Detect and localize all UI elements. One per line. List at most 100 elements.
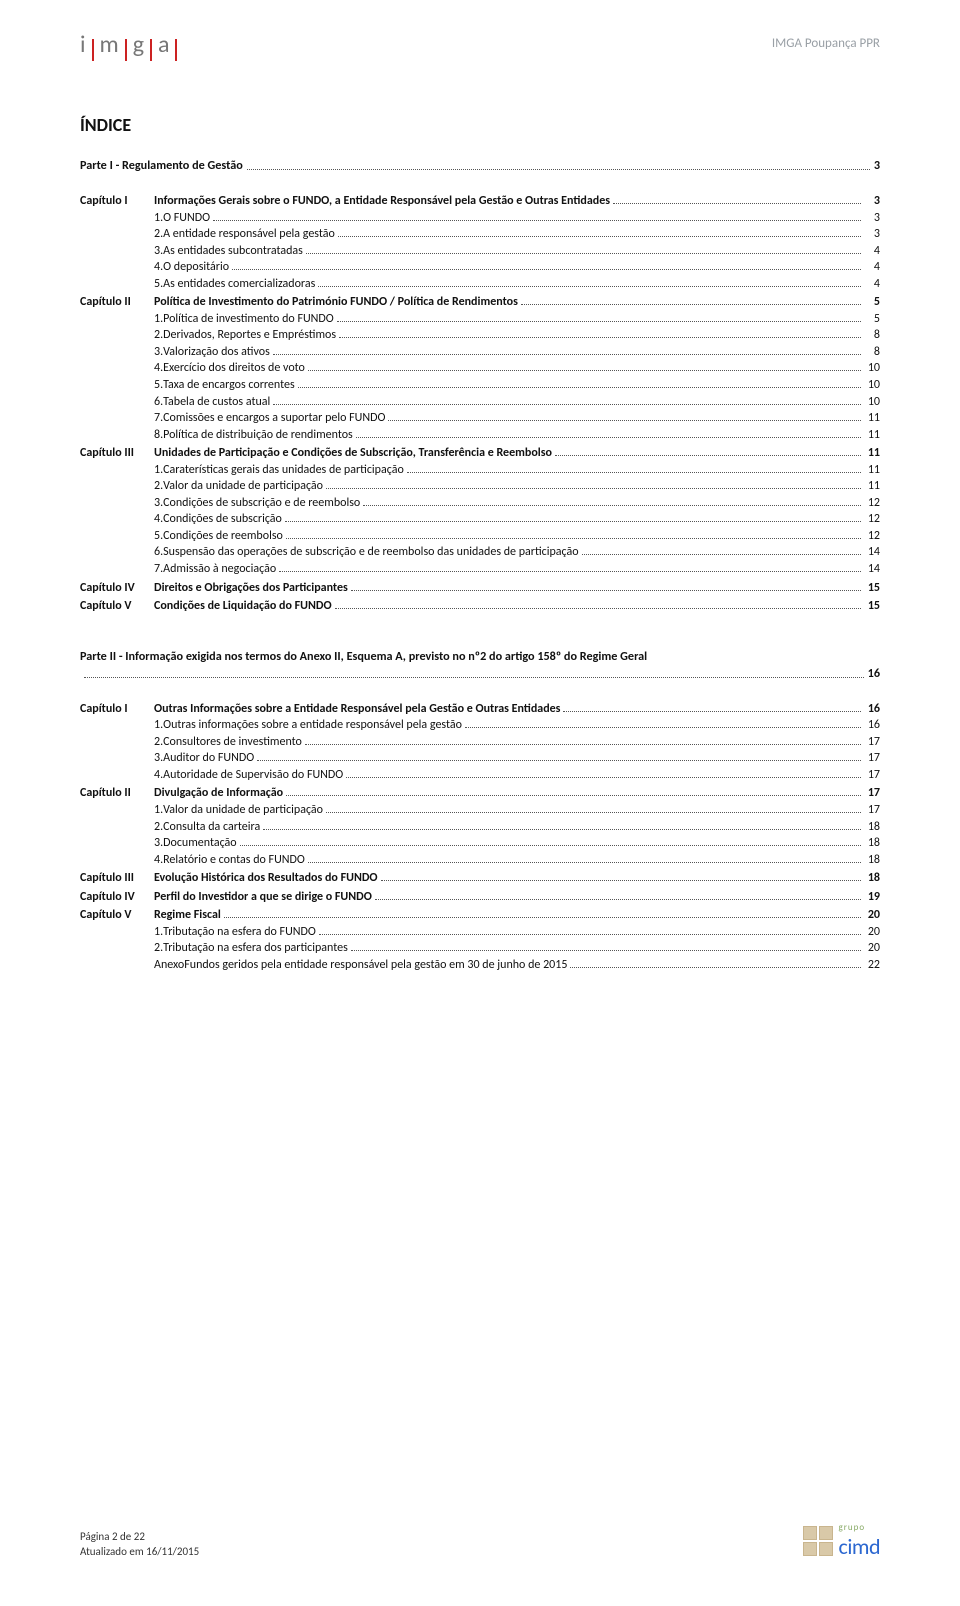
toc-leader-dots [286, 538, 861, 539]
toc-page-number: 11 [864, 462, 880, 479]
toc-item-title: Derivados, Reportes e Empréstimos [163, 327, 336, 344]
toc-leader-dots [257, 760, 861, 761]
toc-item-title: Caraterísticas gerais das unidades de pa… [163, 462, 404, 479]
toc-page-number: 18 [864, 870, 880, 887]
toc-chapter-row: Capítulo VRegime Fiscal20 [80, 907, 880, 924]
toc-part-head: Parte II - Informação exigida nos termos… [80, 649, 880, 664]
brand-wordmark: grupo cimd [839, 1522, 880, 1560]
toc-page-number: 17 [864, 734, 880, 751]
toc-item-number: 1. [80, 210, 163, 227]
logo-separator [175, 39, 177, 61]
toc-item-number: 4. [80, 767, 163, 784]
toc-page-number: 20 [864, 924, 880, 941]
toc-item-title: Divulgação de Informação [154, 785, 283, 802]
toc-leader-dots [326, 812, 861, 813]
toc-chapter-number: Capítulo IV [80, 889, 154, 906]
toc-subitem-row: 1.Tributação na esfera do FUNDO20 [80, 924, 880, 941]
toc-item-title: Outras Informações sobre a Entidade Resp… [154, 701, 560, 718]
toc-part-2: Capítulo IOutras Informações sobre a Ent… [80, 701, 880, 974]
toc-item-number: 3. [80, 495, 163, 512]
toc-page-number: 3 [874, 158, 880, 173]
toc-page-number: 20 [864, 907, 880, 924]
toc-subitem-row: 1.Caraterísticas gerais das unidades de … [80, 462, 880, 479]
toc-item-title: Outras informações sobre a entidade resp… [163, 717, 462, 734]
toc-item-title: Condições de subscrição [163, 511, 282, 528]
toc-page-number: 10 [864, 377, 880, 394]
toc-chapter-row: Capítulo IIIEvolução Histórica dos Resul… [80, 870, 880, 887]
toc-leader-dots [263, 829, 861, 830]
toc-chapter-number: Capítulo IV [80, 580, 154, 597]
toc-item-number: 2. [80, 327, 163, 344]
page-title: ÍNDICE [80, 114, 880, 136]
logo-separator [125, 39, 127, 61]
toc-part-label: Parte II - Informação exigida nos termos… [80, 649, 647, 664]
toc-chapter-number: Capítulo III [80, 445, 154, 462]
toc-leader-dots [363, 505, 861, 506]
toc-item-number: 3. [80, 243, 163, 260]
toc-chapter-row: Capítulo IIPolítica de Investimento do P… [80, 294, 880, 311]
toc-page-number: 12 [864, 528, 880, 545]
toc-page-number: 5 [864, 294, 880, 311]
toc-page-number: 3 [864, 226, 880, 243]
toc-item-title: Condições de Liquidação do FUNDO [154, 598, 332, 615]
logo-letter: g [133, 30, 144, 59]
toc-item-number: 5. [80, 377, 163, 394]
toc-subitem-row: 3.As entidades subcontratadas4 [80, 243, 880, 260]
toc-leader-dots [407, 472, 861, 473]
toc-item-title: Perfil do Investidor a que se dirige o F… [154, 889, 372, 906]
toc-subitem-row: 1.O FUNDO3 [80, 210, 880, 227]
footer-updated-date: Atualizado em 16/11/2015 [80, 1545, 199, 1560]
toc-page-number: 10 [864, 394, 880, 411]
toc-item-number: 7. [80, 561, 163, 578]
toc-item-title: Auditor do FUNDO [163, 750, 254, 767]
toc-leader-dots [351, 950, 861, 951]
toc-item-title: Documentação [163, 835, 237, 852]
brand-grid-icon [803, 1526, 833, 1556]
toc-subitem-row: 4.O depositário4 [80, 259, 880, 276]
page-footer: Página 2 de 22 Atualizado em 16/11/2015 … [80, 1522, 880, 1560]
toc-leader-dots [381, 880, 861, 881]
logo-letter: i [80, 30, 86, 59]
toc-leader-dots [326, 488, 861, 489]
toc-item-number: 2. [80, 734, 163, 751]
logo-letter: a [158, 30, 170, 59]
brand-name: cimd [839, 1533, 880, 1560]
toc-item-title: O depositário [163, 259, 229, 276]
toc-subitem-row: AnexoFundos geridos pela entidade respon… [80, 957, 880, 974]
toc-leader-dots [582, 554, 861, 555]
toc-leader-dots [279, 571, 861, 572]
toc-item-number: 3. [80, 344, 163, 361]
toc-subitem-row: 3.Valorização dos ativos8 [80, 344, 880, 361]
toc-subitem-row: 5.Condições de reembolso12 [80, 528, 880, 545]
toc-page-number: 10 [864, 360, 880, 377]
toc-item-title: Condições de subscrição e de reembolso [163, 495, 360, 512]
toc-item-number: 2. [80, 819, 163, 836]
toc-page-number: 11 [864, 478, 880, 495]
toc-chapter-number: Capítulo V [80, 907, 154, 924]
toc-leader-dots [338, 236, 861, 237]
toc-subitem-row: 5.Taxa de encargos correntes10 [80, 377, 880, 394]
toc-subitem-row: 2.Consultores de investimento17 [80, 734, 880, 751]
toc-chapter-row: Capítulo IIIUnidades de Participação e C… [80, 445, 880, 462]
toc-subitem-row: 2.Consulta da carteira18 [80, 819, 880, 836]
toc-leader-dots [232, 269, 861, 270]
toc-item-number: 5. [80, 528, 163, 545]
toc-item-number: 2. [80, 226, 163, 243]
toc-item-number: 6. [80, 544, 163, 561]
toc-item-number: 1. [80, 717, 163, 734]
toc-item-title: A entidade responsável pela gestão [163, 226, 335, 243]
logo: i m g a [80, 30, 183, 59]
toc-item-number: 4. [80, 259, 163, 276]
toc-item-title: Comissões e encargos a suportar pelo FUN… [163, 410, 385, 427]
toc-item-title: Suspensão das operações de subscrição e … [163, 544, 578, 561]
toc-chapter-number: Capítulo III [80, 870, 154, 887]
toc-item-number: 3. [80, 835, 163, 852]
toc-item-number: 1. [80, 311, 163, 328]
toc-page-number: 17 [864, 802, 880, 819]
toc-leader-dots [273, 354, 861, 355]
toc-page-number: 11 [864, 427, 880, 444]
toc-page-number: 8 [864, 327, 880, 344]
toc-subitem-row: 6.Tabela de custos atual10 [80, 394, 880, 411]
toc-item-number: 4. [80, 852, 163, 869]
toc-page-number: 19 [864, 889, 880, 906]
